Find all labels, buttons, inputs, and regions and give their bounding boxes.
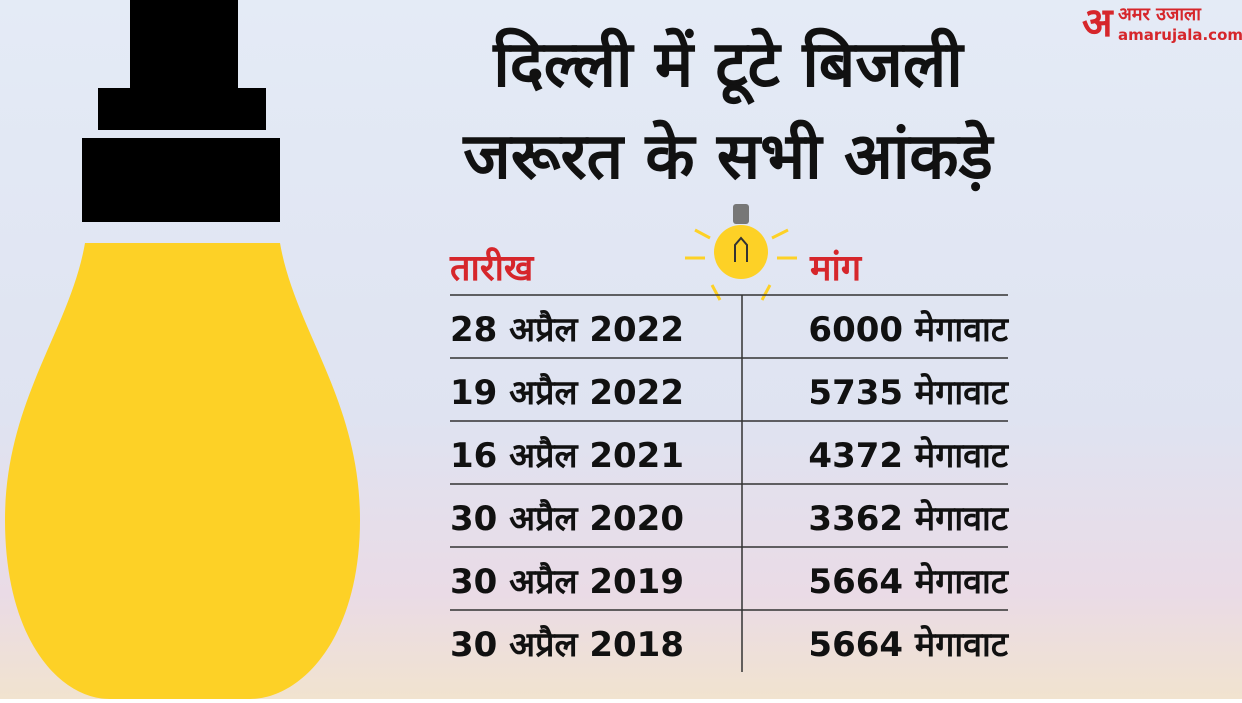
- demand-cell: 6000 मेगावाट: [808, 309, 1009, 350]
- logo-name: अमर उजाला: [1118, 4, 1202, 25]
- table-body: 28 अप्रैल 2022 6000 मेगावाट 19 अप्रैल 2022…: [450, 294, 1010, 665]
- demand-cell: 5664 मेगावाट: [808, 624, 1009, 665]
- large-bulb: [5, 0, 360, 699]
- column-header: मांग: [809, 248, 863, 289]
- demand-cell: 5664 मेगावाट: [808, 561, 1009, 602]
- date-cell: 28 अप्रैल 2022: [450, 309, 684, 350]
- date-cell: 30 अप्रैल 2019: [450, 561, 684, 602]
- column-header: तारीख: [449, 247, 535, 289]
- demand-cell: 4372 मेगावाट: [808, 435, 1009, 476]
- date-cell: 30 अप्रैल 2020: [450, 498, 684, 539]
- title-line: दिल्ली में टूटे बिजली: [492, 27, 965, 105]
- demand-cell: 5735 मेगावाट: [808, 372, 1009, 413]
- date-cell: 30 अप्रैल 2018: [450, 624, 684, 665]
- logo-mark: अ: [1082, 0, 1114, 46]
- date-cell: 19 अप्रैल 2022: [450, 372, 684, 413]
- date-cell: 16 अप्रैल 2021: [450, 435, 684, 476]
- bulb-icon: [685, 204, 797, 301]
- demand-cell: 3362 मेगावाट: [808, 498, 1009, 539]
- title-line: जरूरत के सभी आंकड़े: [462, 119, 994, 194]
- logo-site: amarujala.com: [1118, 26, 1242, 44]
